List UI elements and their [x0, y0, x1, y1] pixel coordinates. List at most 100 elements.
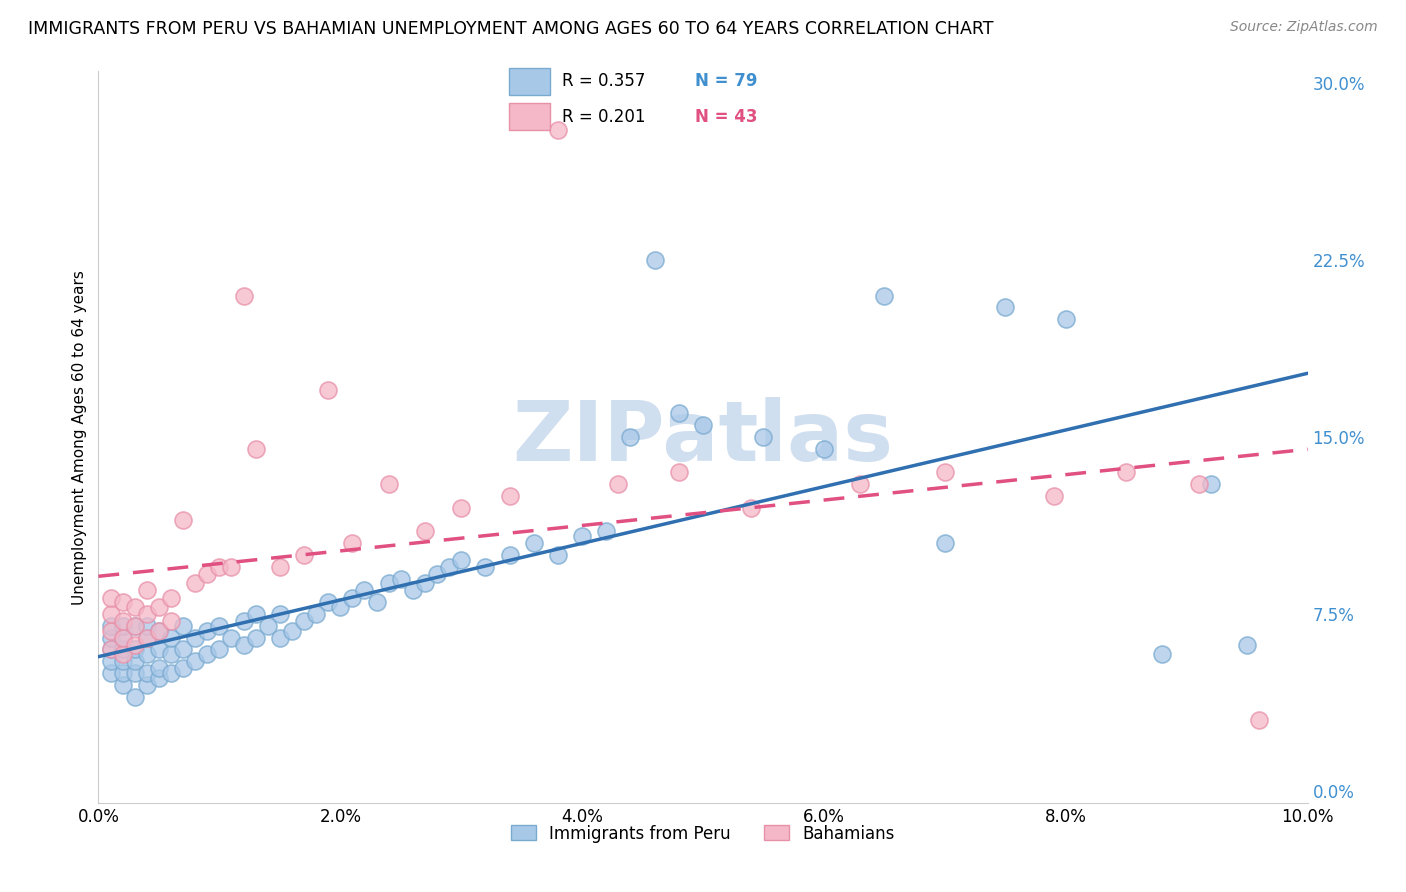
Point	[389, 572, 412, 586]
Point	[426, 566, 449, 581]
Point	[934, 536, 956, 550]
Point	[148, 671, 170, 685]
Point	[245, 631, 267, 645]
Point	[292, 548, 315, 562]
Point	[342, 591, 364, 605]
Point	[135, 666, 157, 681]
Point	[245, 607, 267, 621]
Point	[100, 642, 122, 657]
Point	[148, 661, 170, 675]
Point	[292, 614, 315, 628]
Point	[100, 607, 122, 621]
Text: N = 43: N = 43	[695, 108, 758, 126]
Point	[148, 624, 170, 638]
Point	[523, 536, 546, 550]
Point	[195, 566, 218, 581]
Point	[195, 624, 218, 638]
Point	[135, 619, 157, 633]
Point	[160, 631, 183, 645]
Point	[366, 595, 388, 609]
Point	[148, 642, 170, 657]
Y-axis label: Unemployment Among Ages 60 to 64 years: Unemployment Among Ages 60 to 64 years	[72, 269, 87, 605]
Point	[413, 576, 436, 591]
Text: N = 79: N = 79	[695, 72, 758, 90]
Point	[595, 524, 617, 539]
Point	[644, 253, 666, 268]
Point	[100, 642, 122, 657]
Point	[813, 442, 835, 456]
Point	[100, 591, 122, 605]
Point	[607, 477, 630, 491]
FancyBboxPatch shape	[509, 68, 550, 95]
Point	[111, 647, 134, 661]
Point	[135, 631, 157, 645]
Point	[281, 624, 304, 638]
Point	[100, 631, 122, 645]
Point	[232, 638, 254, 652]
Point	[111, 614, 134, 628]
Point	[124, 642, 146, 657]
Point	[135, 607, 157, 621]
Point	[100, 619, 122, 633]
Point	[1042, 489, 1064, 503]
Point	[100, 624, 122, 638]
Point	[111, 678, 134, 692]
Point	[208, 642, 231, 657]
Point	[450, 500, 472, 515]
Point	[135, 631, 157, 645]
Point	[1249, 713, 1271, 727]
Point	[413, 524, 436, 539]
Point	[124, 690, 146, 704]
Point	[195, 647, 218, 661]
Text: ZIPatlas: ZIPatlas	[513, 397, 893, 477]
Point	[111, 631, 134, 645]
Point	[124, 599, 146, 614]
Point	[172, 513, 194, 527]
Point	[498, 489, 520, 503]
Point	[377, 576, 399, 591]
Point	[160, 614, 183, 628]
Point	[305, 607, 328, 621]
Point	[740, 500, 762, 515]
Point	[547, 123, 569, 137]
Point	[619, 430, 641, 444]
Point	[100, 666, 122, 681]
Point	[172, 661, 194, 675]
Point	[232, 288, 254, 302]
Legend: Immigrants from Peru, Bahamians: Immigrants from Peru, Bahamians	[505, 818, 901, 849]
Point	[692, 418, 714, 433]
Point	[124, 654, 146, 668]
Point	[316, 383, 339, 397]
Point	[269, 631, 291, 645]
Point	[752, 430, 775, 444]
Point	[184, 654, 207, 668]
Point	[934, 466, 956, 480]
Point	[124, 619, 146, 633]
Point	[111, 631, 134, 645]
Point	[111, 619, 134, 633]
Point	[329, 599, 352, 614]
Point	[245, 442, 267, 456]
Point	[1199, 477, 1222, 491]
Point	[498, 548, 520, 562]
Point	[148, 599, 170, 614]
Point	[111, 654, 134, 668]
Point	[100, 654, 122, 668]
Point	[135, 678, 157, 692]
Point	[160, 647, 183, 661]
Point	[269, 559, 291, 574]
Point	[571, 529, 593, 543]
Point	[184, 631, 207, 645]
Point	[342, 536, 364, 550]
Point	[184, 576, 207, 591]
Point	[1115, 466, 1137, 480]
Point	[135, 583, 157, 598]
Point	[994, 301, 1017, 315]
Point	[437, 559, 460, 574]
Point	[1054, 312, 1077, 326]
Point	[256, 619, 278, 633]
Point	[148, 624, 170, 638]
Point	[668, 407, 690, 421]
Point	[474, 559, 496, 574]
Point	[402, 583, 425, 598]
